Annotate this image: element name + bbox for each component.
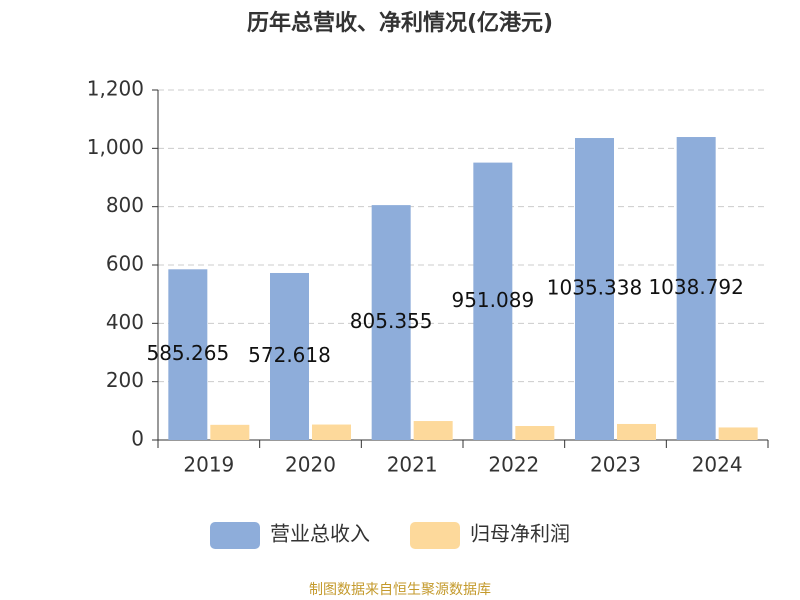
legend-swatch <box>410 522 460 549</box>
bar <box>312 424 351 440</box>
x-tick-label: 2022 <box>488 453 539 477</box>
y-tick-label: 200 <box>106 368 144 392</box>
x-tick-label: 2019 <box>183 453 234 477</box>
y-tick-label: 1,200 <box>87 77 144 101</box>
y-tick-label: 400 <box>106 310 144 334</box>
chart-title: 历年总营收、净利情况(亿港元) <box>247 10 553 36</box>
value-label: 572.618 <box>248 343 331 367</box>
bar <box>210 424 250 440</box>
value-label: 1035.338 <box>547 276 642 300</box>
bar <box>617 423 656 440</box>
bar <box>676 137 716 441</box>
bar <box>413 421 453 440</box>
x-tick-label: 2021 <box>387 453 438 477</box>
legend-label: 营业总收入 <box>270 522 370 546</box>
x-tick-label: 2023 <box>590 453 641 477</box>
bar <box>371 205 411 440</box>
value-label: 951.089 <box>451 288 534 312</box>
x-tick-label: 2020 <box>285 453 336 477</box>
source-note: 制图数据来自恒生聚源数据库 <box>309 582 491 598</box>
y-tick-label: 600 <box>106 252 144 276</box>
y-tick-label: 0 <box>131 427 144 451</box>
x-tick-label: 2024 <box>692 453 743 477</box>
bar <box>575 138 614 440</box>
bar <box>515 426 555 440</box>
bar <box>270 272 309 440</box>
value-label: 585.265 <box>146 341 229 365</box>
value-label: 805.355 <box>350 309 433 333</box>
y-tick-label: 800 <box>106 193 144 217</box>
bar <box>473 162 513 440</box>
bar <box>718 427 758 440</box>
legend-label: 归母净利润 <box>470 522 570 546</box>
y-tick-label: 1,000 <box>87 135 144 159</box>
value-label: 1038.792 <box>648 275 743 299</box>
legend-swatch <box>210 522 260 549</box>
bar <box>168 269 208 440</box>
